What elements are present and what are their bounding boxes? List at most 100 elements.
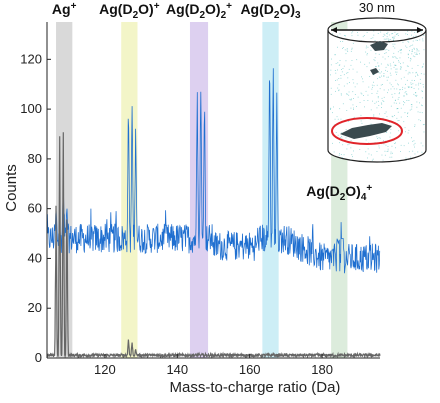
y-axis-label: Counts bbox=[3, 164, 20, 212]
tomogram-dot bbox=[337, 118, 339, 120]
tomogram-dot bbox=[394, 31, 396, 33]
tomogram-dot bbox=[345, 53, 347, 55]
tomogram-dot bbox=[388, 76, 389, 78]
tomogram-dot bbox=[330, 93, 332, 95]
tomogram-dot bbox=[375, 101, 377, 103]
tomogram-dot bbox=[341, 136, 343, 137]
tomogram-dot bbox=[413, 140, 415, 142]
tomogram-dot bbox=[393, 88, 395, 90]
tomogram-dot bbox=[385, 144, 387, 146]
tomogram-dot bbox=[378, 71, 380, 73]
tomogram-dot bbox=[351, 60, 353, 61]
tomogram-dot bbox=[409, 26, 410, 27]
tomogram-dot bbox=[396, 73, 397, 75]
tomogram-dot bbox=[421, 97, 423, 99]
tomogram-dot bbox=[377, 62, 379, 64]
tomogram-dot bbox=[359, 149, 361, 150]
tomogram-dot bbox=[398, 61, 400, 63]
tomogram-dot bbox=[416, 52, 418, 54]
tomogram-dot bbox=[370, 38, 372, 39]
tomogram-dot bbox=[371, 93, 373, 94]
tomogram-dot bbox=[389, 156, 391, 158]
tomogram-dot bbox=[358, 28, 359, 29]
tomogram-dot bbox=[398, 60, 399, 62]
tomogram-dot bbox=[374, 102, 376, 104]
tomogram-dot bbox=[407, 40, 409, 42]
y-tick-label: 20 bbox=[28, 300, 42, 315]
tomogram-dot bbox=[402, 86, 404, 88]
tomogram-dot bbox=[361, 93, 363, 95]
tomogram-dot bbox=[337, 69, 338, 71]
tomogram-dot bbox=[394, 35, 396, 37]
y-tick-label: 60 bbox=[28, 201, 42, 216]
tomogram-dot bbox=[381, 154, 383, 156]
tomogram-dot bbox=[357, 96, 359, 98]
tomogram-dot bbox=[411, 30, 413, 32]
tomogram-dot bbox=[417, 151, 419, 153]
tomogram-dot bbox=[411, 53, 413, 55]
tomogram-dot bbox=[353, 116, 355, 118]
tomogram-dot bbox=[386, 20, 387, 21]
tomogram-dot bbox=[388, 24, 389, 25]
tomogram-dot bbox=[409, 60, 411, 62]
tomogram-dot bbox=[414, 146, 415, 148]
x-tick-label: 140 bbox=[166, 362, 188, 377]
red-highlight-ellipse bbox=[331, 117, 403, 145]
tomogram-dot bbox=[339, 137, 341, 138]
tomogram-dot bbox=[335, 63, 337, 64]
tomogram-dot bbox=[345, 129, 347, 130]
tomogram-dot bbox=[396, 58, 398, 59]
tomogram-dot bbox=[376, 92, 378, 94]
tomogram-dot bbox=[377, 90, 379, 92]
tomogram-dot bbox=[371, 21, 372, 22]
tomogram-dot bbox=[393, 61, 394, 63]
tomogram-dot bbox=[389, 63, 391, 65]
tomogram-dot bbox=[371, 25, 372, 26]
x-ticks: 120 140 160 180 bbox=[94, 354, 333, 377]
tomogram-dot bbox=[414, 95, 416, 97]
tomogram-dot bbox=[423, 124, 425, 125]
tomogram-dot bbox=[347, 72, 349, 73]
tomogram-dot bbox=[400, 49, 402, 51]
tomogram-dot bbox=[373, 59, 375, 61]
tomogram-dot bbox=[384, 113, 386, 114]
tomogram-dot bbox=[360, 114, 362, 116]
tomogram-dot bbox=[383, 140, 384, 142]
series-lines bbox=[46, 68, 381, 360]
tomogram-dot bbox=[368, 86, 370, 88]
tomogram-dot bbox=[386, 48, 388, 50]
x-tick-label: 160 bbox=[239, 362, 261, 377]
tomogram-dot bbox=[375, 66, 377, 68]
tomogram-dot bbox=[350, 147, 352, 149]
tomogram-dot bbox=[346, 83, 348, 85]
tomogram-dot bbox=[403, 95, 405, 97]
tomogram-dot bbox=[350, 159, 352, 161]
tomogram-dot bbox=[412, 40, 414, 42]
tomogram-dot bbox=[368, 62, 370, 64]
tomogram-dot bbox=[334, 70, 336, 71]
tomogram-dot bbox=[373, 74, 375, 76]
tomogram-dot bbox=[382, 159, 384, 161]
tomogram-dot bbox=[353, 21, 354, 22]
tomogram-dot bbox=[388, 89, 389, 91]
tomogram-dot bbox=[400, 78, 402, 80]
tomogram-dot bbox=[356, 83, 358, 85]
tomogram-dot bbox=[387, 56, 389, 58]
y-tick-label: 40 bbox=[28, 250, 42, 265]
tomogram-dot bbox=[384, 34, 386, 36]
tomogram-dot bbox=[384, 53, 386, 54]
tomogram-dot bbox=[422, 66, 424, 67]
tomogram-dot bbox=[338, 64, 340, 66]
tomogram-dot bbox=[372, 86, 373, 88]
tomogram-dot bbox=[390, 88, 392, 90]
tomogram-dot bbox=[393, 66, 395, 68]
tomogram-dot bbox=[412, 55, 414, 57]
tomogram-dot bbox=[345, 60, 347, 62]
tomogram-dot bbox=[334, 118, 336, 120]
tomogram-dot bbox=[423, 35, 425, 36]
tomogram-dot bbox=[414, 124, 416, 126]
tomogram-dot bbox=[365, 47, 367, 49]
tomogram-dot bbox=[405, 157, 407, 159]
tomogram-dot bbox=[416, 50, 418, 52]
tomogram-dot bbox=[418, 82, 420, 84]
